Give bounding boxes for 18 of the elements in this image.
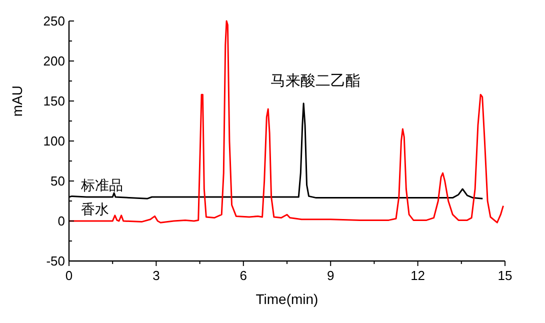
x-tick-label: 15	[498, 268, 512, 283]
series-label: 香水	[81, 201, 109, 217]
y-tick-label: 200	[43, 54, 65, 68]
y-tick-label: -50	[46, 254, 65, 268]
annotation: 马来酸二乙酯	[270, 72, 361, 90]
x-tick-label: 6	[240, 268, 248, 283]
y-tick-label: 0	[58, 214, 65, 228]
y-tick-label: 50	[50, 174, 65, 188]
y-axis-title: mAU	[9, 85, 25, 117]
x-tick-label: 3	[152, 268, 160, 283]
x-axis-title: Time(min)	[256, 291, 318, 307]
x-tick-label: 12	[410, 268, 426, 283]
x-tick-label: 9	[326, 268, 334, 283]
y-tick-label: 150	[43, 94, 65, 108]
y-tick-label: 250	[43, 14, 65, 28]
series-label: 标准品	[80, 177, 123, 193]
y-tick-label: 100	[43, 134, 65, 148]
line-series	[68, 20, 504, 224]
